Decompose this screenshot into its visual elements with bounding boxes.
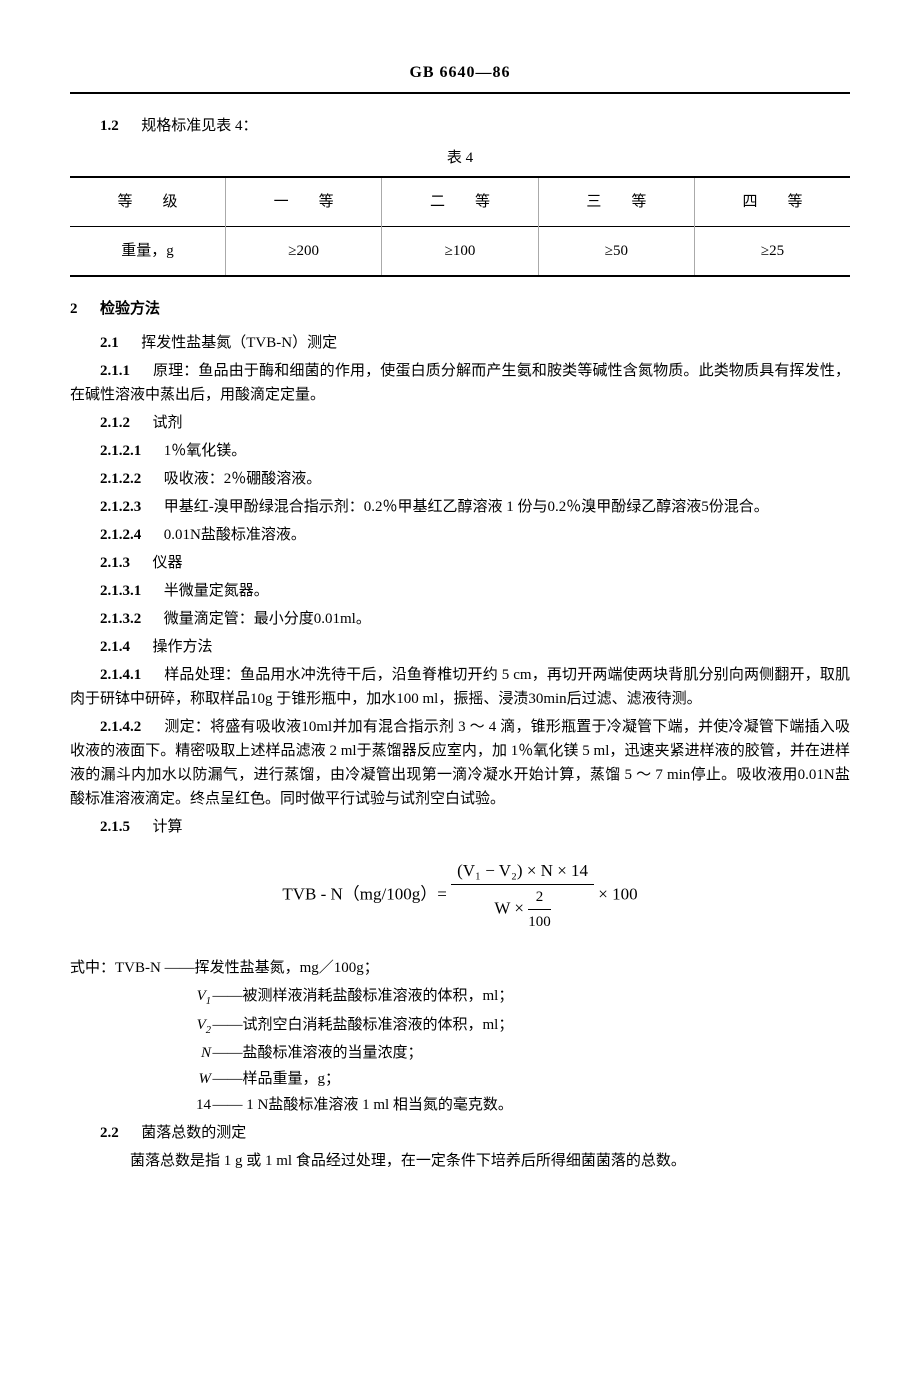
clause-2-1-3-2: 2.1.3.2 微量滴定管：最小分度0.01ml。: [70, 607, 850, 631]
where-row: N ——盐酸标准溶液的当量浓度；: [70, 1041, 850, 1065]
col-header: 三 等: [538, 177, 694, 227]
clause-2-2: 2.2 菌落总数的测定: [70, 1121, 850, 1145]
clause-2-1-3-1: 2.1.3.1 半微量定氮器。: [70, 579, 850, 603]
where-desc: ——盐酸标准溶液的当量浓度；: [213, 1041, 851, 1065]
where-symbol: V2: [70, 1013, 213, 1040]
clause-num: 2.1.3.2: [100, 611, 141, 627]
clause-2-1-2-1: 2.1.2.1 1％氧化镁。: [70, 439, 850, 463]
spec-table: 等 级 一 等 二 等 三 等 四 等 重量，g ≥200 ≥100 ≥50 ≥…: [70, 176, 850, 277]
clause-num: 2.1.3: [100, 555, 130, 571]
where-row: V1 ——被测样液消耗盐酸标准溶液的体积，ml；: [70, 984, 850, 1011]
clause-num: 1.2: [100, 118, 119, 134]
where-desc: —— 1 N盐酸标准溶液 1 ml 相当氮的毫克数。: [213, 1093, 851, 1117]
clause-2-1-4-1: 2.1.4.1 样品处理：鱼品用水冲洗待干后，沿鱼脊椎切开约 5 cm，再切开两…: [70, 663, 850, 711]
clause-num: 2.1: [100, 335, 119, 351]
where-desc: ——被测样液消耗盐酸标准溶液的体积，ml；: [213, 984, 851, 1011]
where-symbol: V1: [70, 984, 213, 1011]
clause-text: 吸收液：2％硼酸溶液。: [164, 471, 322, 487]
clause-num: 2.1.4.2: [100, 719, 141, 735]
table-caption: 表 4: [70, 146, 850, 170]
clause-num: 2.1.1: [100, 363, 130, 379]
clause-text: 甲基红-溴甲酚绿混合指示剂：0.2％甲基红乙醇溶液 1 份与0.2％溴甲酚绿乙醇…: [164, 499, 769, 515]
clause-text: 试剂: [153, 415, 183, 431]
sfrac-bot: 100: [528, 910, 551, 934]
formula-tail: × 100: [598, 884, 637, 903]
where-row: 14 —— 1 N盐酸标准溶液 1 ml 相当氮的毫克数。: [70, 1093, 850, 1117]
table-cell: ≥200: [225, 226, 381, 276]
doc-code-header: GB 6640—86: [70, 60, 850, 94]
clause-1-2: 1.2 规格标准见表 4：: [70, 114, 850, 138]
formula-lhs: TVB - N（mg/100g）=: [282, 884, 446, 903]
clause-text: 菌落总数是指 1 g 或 1 ml 食品经过处理，在一定条件下培养后所得细菌菌落…: [130, 1153, 686, 1169]
where-symbol: 14: [70, 1093, 213, 1117]
where-symbol: N: [70, 1041, 213, 1065]
where-symbol: W: [70, 1067, 213, 1091]
clause-2-1-2-2: 2.1.2.2 吸收液：2％硼酸溶液。: [70, 467, 850, 491]
clause-num: 2.2: [100, 1125, 119, 1141]
clause-text: 仪器: [153, 555, 183, 571]
sfrac-top: 2: [528, 885, 551, 909]
clause-num: 2.1.4: [100, 639, 130, 655]
formula-denom-left: W ×: [494, 898, 524, 917]
clause-2-1-5: 2.1.5 计算: [70, 815, 850, 839]
clause-num: 2.1.3.1: [100, 583, 141, 599]
section-title: 检验方法: [100, 301, 160, 317]
where-row: V2 ——试剂空白消耗盐酸标准溶液的体积，ml；: [70, 1013, 850, 1040]
clause-2-1-2: 2.1.2 试剂: [70, 411, 850, 435]
col-header: 等 级: [70, 177, 225, 227]
clause-text: 原理：鱼品由于酶和细菌的作用，使蛋白质分解而产生氨和胺类等碱性含氮物质。此类物质…: [70, 363, 850, 403]
clause-num: 2.1.2.3: [100, 499, 141, 515]
clause-text: 半微量定氮器。: [164, 583, 269, 599]
clause-text: 测定：将盛有吸收液10ml并加有混合指示剂 3 ～ 4 滴，锥形瓶置于冷凝管下端…: [70, 719, 850, 807]
clause-text: 操作方法: [153, 639, 213, 655]
clause-2-1: 2.1 挥发性盐基氮（TVB-N）测定: [70, 331, 850, 355]
col-header: 二 等: [382, 177, 538, 227]
clause-num: 2.1.4.1: [100, 667, 141, 683]
table-cell: ≥50: [538, 226, 694, 276]
clause-text: 1％氧化镁。: [164, 443, 247, 459]
formula-tvbn: TVB - N（mg/100g）= (V₁ − V₂) × N × 14 W ×…: [70, 857, 850, 934]
clause-text: 计算: [153, 819, 183, 835]
clause-2-1-2-3: 2.1.2.3 甲基红-溴甲酚绿混合指示剂：0.2％甲基红乙醇溶液 1 份与0.…: [70, 495, 850, 519]
where-desc: ——试剂空白消耗盐酸标准溶液的体积，ml；: [213, 1013, 851, 1040]
section-num: 2: [70, 301, 78, 317]
clause-text: 规格标准见表 4：: [141, 118, 257, 134]
formula-denominator: W × 2 100: [451, 885, 594, 934]
where-row: W ——样品重量，g；: [70, 1067, 850, 1091]
clause-text: 样品处理：鱼品用水冲洗待干后，沿鱼脊椎切开约 5 cm，再切开两端使两块背肌分别…: [70, 667, 850, 707]
clause-text: 微量滴定管：最小分度0.01ml。: [164, 611, 371, 627]
table-cell: ≥25: [695, 226, 850, 276]
clause-num: 2.1.2.4: [100, 527, 141, 543]
where-list: V1 ——被测样液消耗盐酸标准溶液的体积，ml； V2 ——试剂空白消耗盐酸标准…: [70, 984, 850, 1118]
formula-subfraction: 2 100: [528, 885, 551, 934]
clause-num: 2.1.2.1: [100, 443, 141, 459]
clause-text: 0.01N盐酸标准溶液。: [164, 527, 306, 543]
clause-2-1-4: 2.1.4 操作方法: [70, 635, 850, 659]
where-lead: 式中：TVB-N ——挥发性盐基氮，mg／100g；: [70, 956, 850, 980]
table-cell: ≥100: [382, 226, 538, 276]
clause-2-1-3: 2.1.3 仪器: [70, 551, 850, 575]
clause-2-1-2-4: 2.1.2.4 0.01N盐酸标准溶液。: [70, 523, 850, 547]
clause-text: 挥发性盐基氮（TVB-N）测定: [141, 335, 337, 351]
clause-2-1-4-2: 2.1.4.2 测定：将盛有吸收液10ml并加有混合指示剂 3 ～ 4 滴，锥形…: [70, 715, 850, 811]
section-2-heading: 2 检验方法: [70, 297, 850, 321]
formula-numerator: (V₁ − V₂) × N × 14: [451, 857, 594, 884]
where-desc: ——样品重量，g；: [213, 1067, 851, 1091]
clause-num: 2.1.2: [100, 415, 130, 431]
clause-2-2-body: 菌落总数是指 1 g 或 1 ml 食品经过处理，在一定条件下培养后所得细菌菌落…: [70, 1149, 850, 1173]
col-header: 一 等: [225, 177, 381, 227]
row-label: 重量，g: [70, 226, 225, 276]
clause-text: 菌落总数的测定: [141, 1125, 246, 1141]
clause-num: 2.1.5: [100, 819, 130, 835]
formula-fraction: (V₁ − V₂) × N × 14 W × 2 100: [451, 857, 594, 934]
clause-2-1-1: 2.1.1 原理：鱼品由于酶和细菌的作用，使蛋白质分解而产生氨和胺类等碱性含氮物…: [70, 359, 850, 407]
clause-num: 2.1.2.2: [100, 471, 141, 487]
col-header: 四 等: [695, 177, 850, 227]
